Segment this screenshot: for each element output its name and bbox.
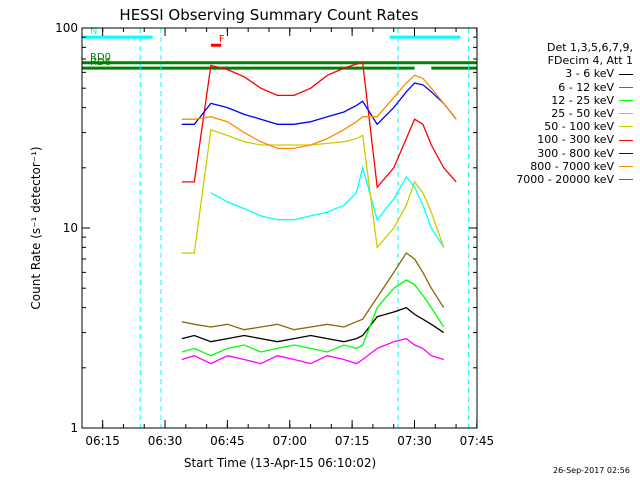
legend-label-7: 300 - 800 keV [537,146,614,160]
series-line-5 [181,128,445,254]
series-line-3 [181,279,445,357]
legend-entry-3: 12 - 25 keV [498,94,633,107]
legend-label-5: 50 - 100 keV [544,120,614,134]
legend-entry-5: 50 - 100 keV [498,120,633,133]
tick-layer: 06:15 06:30 06:45 07:00 07:15 07:30 07:45 1 10 10… [55,21,494,448]
x-axis-label: Start Time (13-Apr-15 06:10:02) [184,456,376,470]
legend-swatch-5 [619,126,633,128]
x-tick-label-3: 06:45 [210,434,245,448]
legend-label-3: 12 - 25 keV [551,93,614,107]
timestamp: 26-Sep-2017 02:56 [553,466,630,475]
series-line-2 [181,337,444,365]
series-line-7 [181,82,457,126]
series-line-9 [181,252,445,331]
legend-entry-2: 6 - 12 keV [498,81,633,94]
legend-entry-8: 800 - 7000 keV [498,160,633,173]
legend-entry-7: 300 - 800 keV [498,147,633,160]
legend-label-1: 3 - 6 keV [565,67,614,81]
legend-entry-6: 100 - 300 keV [498,133,633,146]
legend: Det 1,3,5,6,7,9, FDecim 4, Att 1 3 - 6 k… [498,41,633,186]
flag-label-3: RD6 [90,57,111,68]
legend-swatch-1 [619,73,633,75]
legend-entry-4: 25 - 50 keV [498,107,633,120]
legend-label-4: 25 - 50 keV [551,107,614,121]
flag-label-4: F [219,34,225,45]
series-line-8 [181,74,457,150]
y-tick-label-1: 1 [70,421,78,435]
y-axis-label: Count Rate (s⁻¹ detector⁻¹) [29,146,43,309]
x-tick-label-5: 07:15 [335,434,370,448]
y-tick-label-3: 100 [55,21,78,35]
series-line-4 [210,165,445,248]
vline-layer [139,28,470,428]
legend-swatch-3 [619,99,633,101]
series-line-1 [181,306,445,343]
legend-header-line-1: Det 1,3,5,6,7,9, [546,41,633,54]
series-line-6 [181,62,457,189]
legend-label-2: 6 - 12 keV [558,80,614,94]
legend-swatch-9 [619,179,633,181]
legend-header-line-2: FDecim 4, Att 1 [547,54,633,68]
legend-label-9: 7000 - 20000 keV [516,173,614,187]
series-layer [181,62,457,365]
chart-title: HESSI Observing Summary Count Rates [119,6,418,24]
y-tick-label-2: 10 [63,221,78,235]
x-tick-label-1: 06:15 [85,434,120,448]
legend-swatch-4 [619,113,633,115]
x-tick-label-7: 07:45 [460,434,495,448]
legend-label-8: 800 - 7000 keV [530,159,614,173]
x-tick-label-2: 06:30 [148,434,183,448]
flag-label-2: RD0 [90,52,111,63]
flag-label-1: N [90,26,97,37]
x-tick-label-6: 07:30 [397,434,432,448]
legend-entry-9: 7000 - 20000 keV [498,173,633,186]
legend-swatch-7 [619,152,633,154]
legend-label-6: 100 - 300 keV [537,133,614,147]
legend-swatch-6 [619,139,633,141]
x-tick-label-4: 07:00 [272,434,307,448]
legend-entry-1: 3 - 6 keV [498,67,633,80]
legend-swatch-2 [619,86,633,88]
legend-swatch-8 [619,165,633,167]
plot-frame [81,27,478,429]
legend-entries: 3 - 6 keV 6 - 12 keV 12 - 25 keV 25 - 50 ke… [498,67,633,186]
